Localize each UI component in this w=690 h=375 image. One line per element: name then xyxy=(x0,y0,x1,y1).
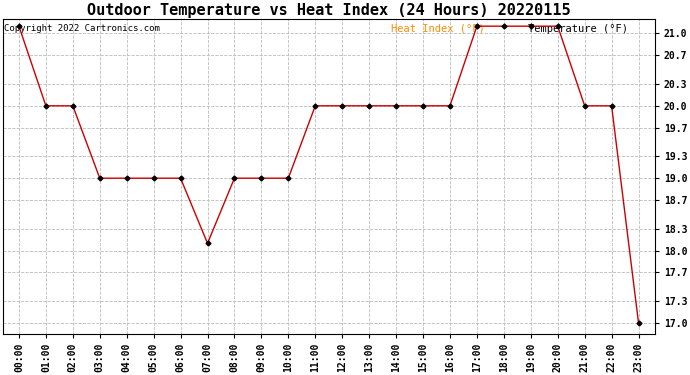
Text: Temperature (°F): Temperature (°F) xyxy=(528,24,628,34)
Text: Heat Index (°F): Heat Index (°F) xyxy=(391,24,484,34)
Title: Outdoor Temperature vs Heat Index (24 Hours) 20220115: Outdoor Temperature vs Heat Index (24 Ho… xyxy=(87,3,571,18)
Text: Copyright 2022 Cartronics.com: Copyright 2022 Cartronics.com xyxy=(4,24,160,33)
